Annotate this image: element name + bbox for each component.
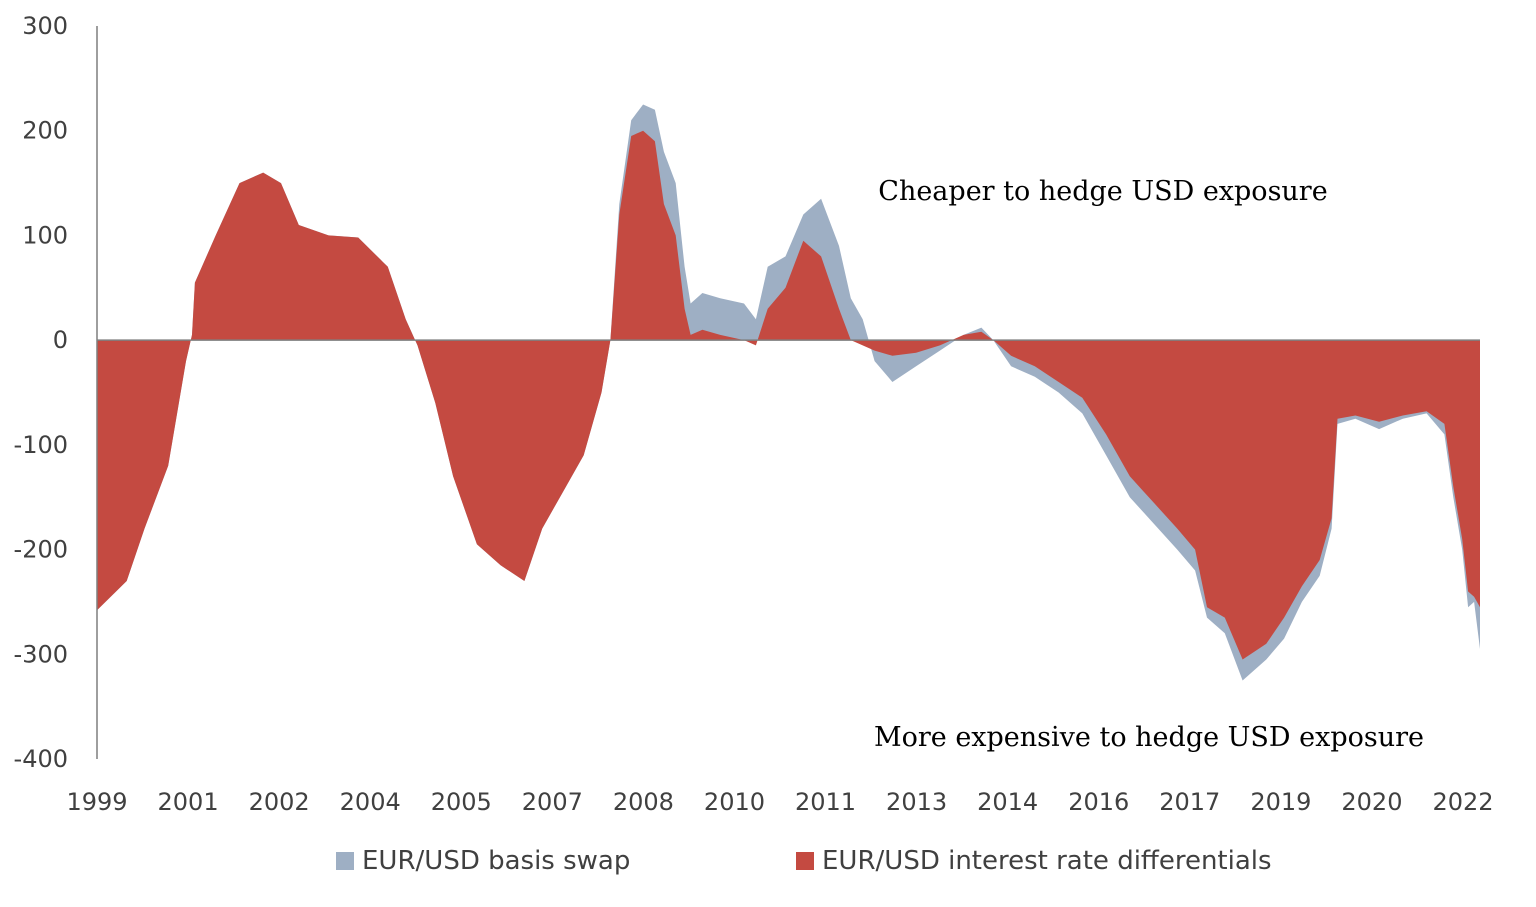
y-tick-label: -400 (14, 745, 68, 773)
x-tick-label: 1999 (66, 788, 127, 816)
x-tick-label: 2014 (977, 788, 1038, 816)
y-tick-label: -300 (14, 640, 68, 668)
y-tick-label: 300 (22, 12, 68, 40)
y-tick-label: -200 (14, 536, 68, 564)
legend-swatch-interest-rate (796, 852, 814, 870)
annotation-upper: Cheaper to hedge USD exposure (878, 176, 1327, 207)
y-tick-label: 100 (22, 221, 68, 249)
y-tick-label: 200 (22, 117, 68, 145)
x-tick-label: 2022 (1432, 788, 1493, 816)
annotation-layer: Cheaper to hedge USD exposure More expen… (874, 176, 1424, 753)
x-tick-label: 2005 (431, 788, 492, 816)
legend-item-interest-rate: EUR/USD interest rate differentials (796, 846, 1272, 876)
x-tick-label: 2008 (613, 788, 674, 816)
legend-item-basis-swap: EUR/USD basis swap (336, 846, 630, 876)
axis-layer: 300 200 100 0 -100 -200 -300 -400 1999 2001 2002 20… (14, 12, 1494, 816)
x-tick-label: 2013 (886, 788, 947, 816)
legend-label-basis-swap: EUR/USD basis swap (362, 846, 631, 876)
x-tick-label: 2002 (249, 788, 310, 816)
y-tick-label: 0 (53, 326, 68, 354)
legend-swatch-basis-swap (336, 852, 354, 870)
x-tick-label: 2016 (1068, 788, 1129, 816)
x-tick-label: 2001 (158, 788, 219, 816)
legend-label-interest-rate: EUR/USD interest rate differentials (822, 846, 1272, 876)
x-tick-label: 2004 (340, 788, 401, 816)
x-tick-label: 2010 (704, 788, 765, 816)
x-tick-label: 2011 (795, 788, 856, 816)
area-series-1 (97, 130, 1480, 660)
y-tick-label: -100 (14, 431, 68, 459)
x-tick-label: 2017 (1159, 788, 1220, 816)
x-tick-label: 2019 (1250, 788, 1311, 816)
series-layer (97, 104, 1480, 681)
x-tick-label: 2007 (522, 788, 583, 816)
x-tick-label: 2020 (1341, 788, 1402, 816)
annotation-lower: More expensive to hedge USD exposure (874, 722, 1424, 753)
